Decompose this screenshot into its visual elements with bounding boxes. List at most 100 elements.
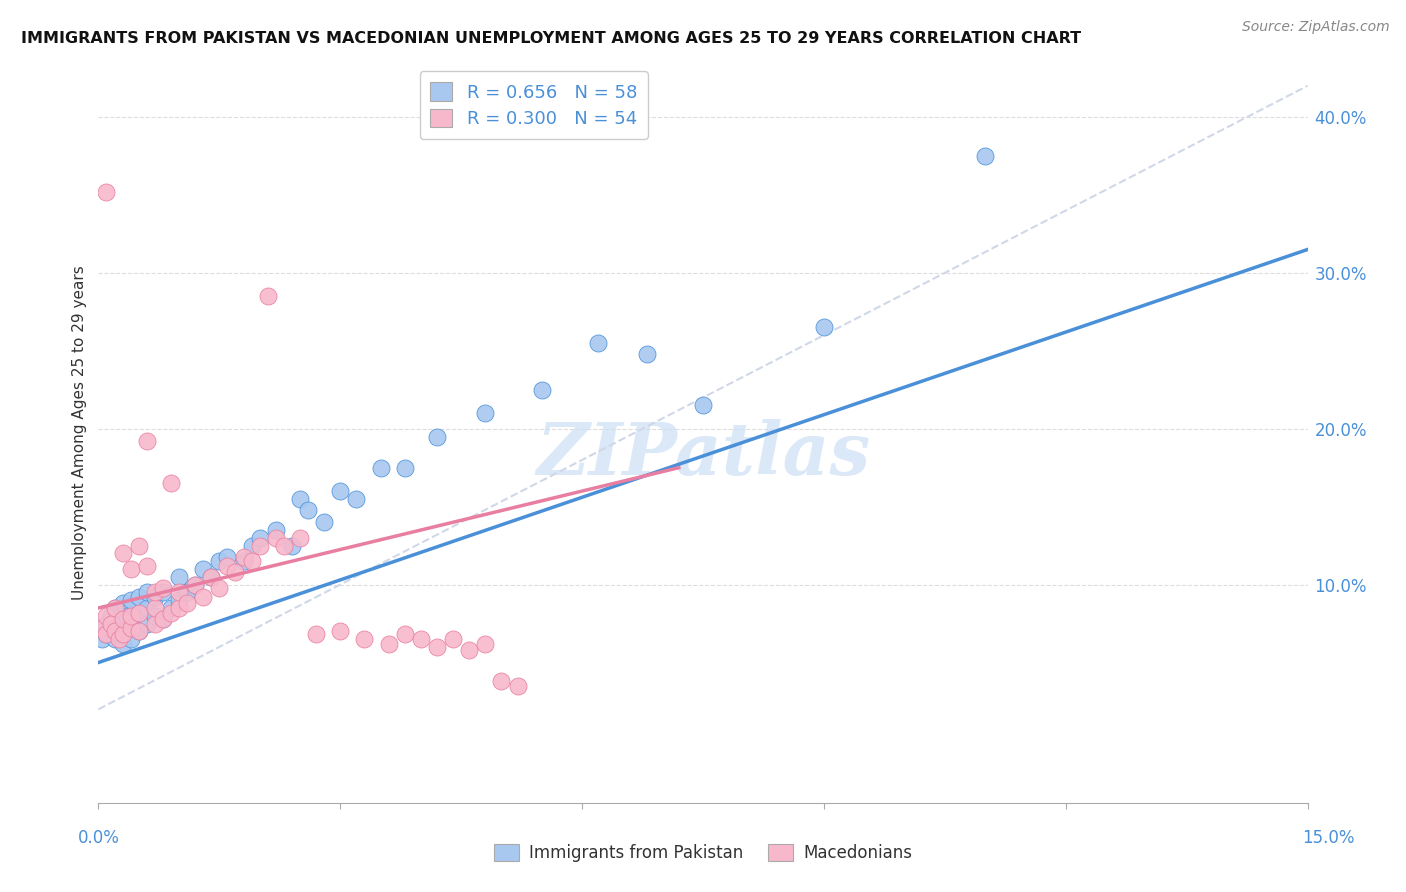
- Point: [232, 554, 254, 568]
- Point: [160, 476, 183, 491]
- Y-axis label: Unemployment Among Ages 25 to 29 years: Unemployment Among Ages 25 to 29 years: [72, 265, 87, 600]
- Point: [115, 608, 138, 623]
- Point: [111, 546, 134, 560]
- Point: [636, 347, 658, 361]
- Point: [103, 624, 125, 639]
- Point: [152, 585, 174, 599]
- Text: 0.0%: 0.0%: [77, 829, 120, 847]
- Point: [120, 632, 142, 647]
- Point: [692, 398, 714, 412]
- Point: [264, 531, 287, 545]
- Point: [249, 531, 271, 545]
- Point: [193, 562, 215, 576]
- Point: [273, 539, 295, 553]
- Point: [107, 632, 129, 647]
- Point: [474, 637, 496, 651]
- Point: [96, 627, 118, 641]
- Point: [152, 612, 174, 626]
- Point: [96, 627, 118, 641]
- Point: [344, 491, 367, 506]
- Point: [91, 621, 114, 635]
- Point: [107, 627, 129, 641]
- Point: [217, 558, 239, 573]
- Point: [128, 606, 150, 620]
- Point: [111, 624, 134, 639]
- Point: [224, 565, 246, 579]
- Point: [974, 149, 997, 163]
- Point: [103, 612, 125, 626]
- Point: [100, 616, 122, 631]
- Point: [176, 585, 198, 599]
- Point: [111, 627, 134, 641]
- Point: [370, 460, 392, 475]
- Point: [184, 577, 207, 591]
- Point: [152, 612, 174, 626]
- Point: [167, 570, 190, 584]
- Point: [128, 539, 150, 553]
- Point: [103, 601, 125, 615]
- Point: [152, 581, 174, 595]
- Point: [91, 632, 114, 647]
- Point: [264, 523, 287, 537]
- Point: [96, 616, 118, 631]
- Point: [167, 601, 190, 615]
- Point: [107, 616, 129, 631]
- Point: [143, 585, 166, 599]
- Point: [96, 608, 118, 623]
- Point: [111, 612, 134, 626]
- Point: [143, 608, 166, 623]
- Point: [135, 558, 157, 573]
- Point: [586, 336, 609, 351]
- Legend: Immigrants from Pakistan, Macedonians: Immigrants from Pakistan, Macedonians: [488, 837, 918, 869]
- Point: [329, 484, 352, 499]
- Text: Source: ZipAtlas.com: Source: ZipAtlas.com: [1241, 20, 1389, 34]
- Point: [100, 621, 122, 635]
- Point: [96, 185, 118, 199]
- Point: [249, 539, 271, 553]
- Point: [120, 616, 142, 631]
- Point: [297, 502, 319, 516]
- Point: [200, 570, 222, 584]
- Point: [394, 627, 416, 641]
- Point: [100, 608, 122, 623]
- Point: [128, 624, 150, 639]
- Point: [506, 679, 529, 693]
- Point: [530, 383, 553, 397]
- Point: [491, 674, 513, 689]
- Point: [217, 549, 239, 564]
- Point: [208, 581, 231, 595]
- Point: [288, 491, 311, 506]
- Point: [288, 531, 311, 545]
- Point: [135, 616, 157, 631]
- Point: [143, 590, 166, 604]
- Text: 15.0%: 15.0%: [1302, 829, 1355, 847]
- Text: ZIPatlas: ZIPatlas: [536, 419, 870, 491]
- Point: [441, 632, 464, 647]
- Point: [120, 593, 142, 607]
- Point: [103, 632, 125, 647]
- Point: [96, 624, 118, 639]
- Point: [111, 637, 134, 651]
- Point: [281, 539, 304, 553]
- Point: [256, 289, 278, 303]
- Point: [120, 621, 142, 635]
- Point: [353, 632, 375, 647]
- Point: [458, 643, 481, 657]
- Point: [167, 585, 190, 599]
- Point: [232, 549, 254, 564]
- Point: [143, 616, 166, 631]
- Point: [426, 429, 449, 443]
- Point: [135, 601, 157, 615]
- Point: [200, 570, 222, 584]
- Point: [813, 320, 835, 334]
- Point: [176, 596, 198, 610]
- Point: [160, 601, 183, 615]
- Point: [394, 460, 416, 475]
- Point: [111, 596, 134, 610]
- Point: [128, 590, 150, 604]
- Point: [208, 554, 231, 568]
- Point: [128, 624, 150, 639]
- Point: [193, 590, 215, 604]
- Point: [135, 434, 157, 449]
- Point: [240, 554, 263, 568]
